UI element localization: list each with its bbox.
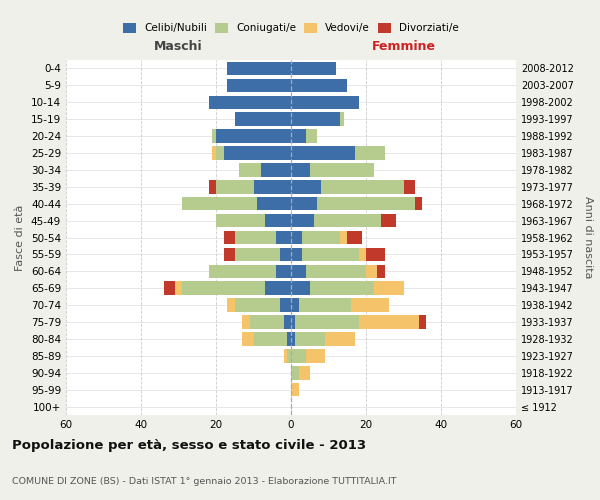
Bar — [355, 146, 385, 160]
Bar — [291, 383, 299, 396]
Bar — [291, 130, 306, 143]
Bar — [175, 282, 182, 295]
Bar — [223, 230, 235, 244]
Bar — [212, 130, 216, 143]
Bar — [284, 349, 287, 362]
Bar — [209, 96, 291, 109]
Bar — [239, 163, 261, 176]
Bar — [287, 332, 291, 345]
Bar — [325, 332, 355, 345]
Bar — [276, 264, 291, 278]
Text: Femmine: Femmine — [371, 40, 436, 53]
Legend: Celibi/Nubili, Coniugati/e, Vedovi/e, Divorziati/e: Celibi/Nubili, Coniugati/e, Vedovi/e, Di… — [119, 19, 463, 38]
Text: Popolazione per età, sesso e stato civile - 2013: Popolazione per età, sesso e stato civil… — [12, 440, 366, 452]
Bar — [404, 180, 415, 194]
Bar — [314, 214, 381, 228]
Bar — [227, 62, 291, 75]
Bar — [291, 366, 299, 380]
Bar — [419, 316, 426, 329]
Bar — [291, 230, 302, 244]
Bar — [340, 112, 343, 126]
Bar — [310, 282, 373, 295]
Bar — [209, 180, 216, 194]
Bar — [291, 78, 347, 92]
Bar — [295, 316, 359, 329]
Bar — [347, 230, 362, 244]
Bar — [291, 197, 317, 210]
Bar — [291, 282, 310, 295]
Bar — [381, 214, 396, 228]
Bar — [321, 180, 404, 194]
Bar — [299, 298, 351, 312]
Bar — [291, 112, 340, 126]
Bar — [276, 230, 291, 244]
Bar — [291, 298, 299, 312]
Bar — [227, 78, 291, 92]
Bar — [280, 298, 291, 312]
Bar — [415, 197, 422, 210]
Text: Maschi: Maschi — [154, 40, 203, 53]
Bar — [359, 248, 366, 261]
Y-axis label: Anni di nascita: Anni di nascita — [583, 196, 593, 279]
Bar — [216, 214, 265, 228]
Bar — [291, 146, 355, 160]
Bar — [250, 316, 284, 329]
Bar — [302, 248, 359, 261]
Bar — [209, 264, 276, 278]
Bar — [235, 112, 291, 126]
Bar — [212, 146, 216, 160]
Bar — [291, 332, 295, 345]
Y-axis label: Fasce di età: Fasce di età — [16, 204, 25, 270]
Bar — [295, 332, 325, 345]
Bar — [163, 282, 175, 295]
Bar — [291, 96, 359, 109]
Bar — [223, 146, 291, 160]
Bar — [366, 248, 385, 261]
Bar — [310, 163, 373, 176]
Bar — [235, 298, 280, 312]
Bar — [291, 349, 306, 362]
Bar — [351, 298, 389, 312]
Bar — [216, 130, 291, 143]
Bar — [373, 282, 404, 295]
Bar — [291, 214, 314, 228]
Bar — [291, 180, 321, 194]
Bar — [317, 197, 415, 210]
Bar — [340, 230, 347, 244]
Bar — [265, 214, 291, 228]
Bar — [306, 130, 317, 143]
Bar — [242, 332, 254, 345]
Bar — [359, 316, 419, 329]
Bar — [291, 62, 336, 75]
Bar — [306, 349, 325, 362]
Bar — [291, 264, 306, 278]
Bar — [254, 332, 287, 345]
Bar — [291, 163, 310, 176]
Bar — [377, 264, 385, 278]
Bar — [182, 197, 257, 210]
Bar — [306, 264, 366, 278]
Bar — [284, 316, 291, 329]
Bar — [223, 248, 235, 261]
Bar — [235, 230, 276, 244]
Bar — [299, 366, 310, 380]
Text: COMUNE DI ZONE (BS) - Dati ISTAT 1° gennaio 2013 - Elaborazione TUTTITALIA.IT: COMUNE DI ZONE (BS) - Dati ISTAT 1° genn… — [12, 477, 397, 486]
Bar — [302, 230, 340, 244]
Bar — [227, 298, 235, 312]
Bar — [216, 146, 223, 160]
Bar — [235, 248, 280, 261]
Bar — [366, 264, 377, 278]
Bar — [254, 180, 291, 194]
Bar — [287, 349, 291, 362]
Bar — [291, 316, 295, 329]
Bar — [291, 248, 302, 261]
Bar — [216, 180, 254, 194]
Bar — [280, 248, 291, 261]
Bar — [257, 197, 291, 210]
Bar — [182, 282, 265, 295]
Bar — [242, 316, 250, 329]
Bar — [265, 282, 291, 295]
Bar — [261, 163, 291, 176]
